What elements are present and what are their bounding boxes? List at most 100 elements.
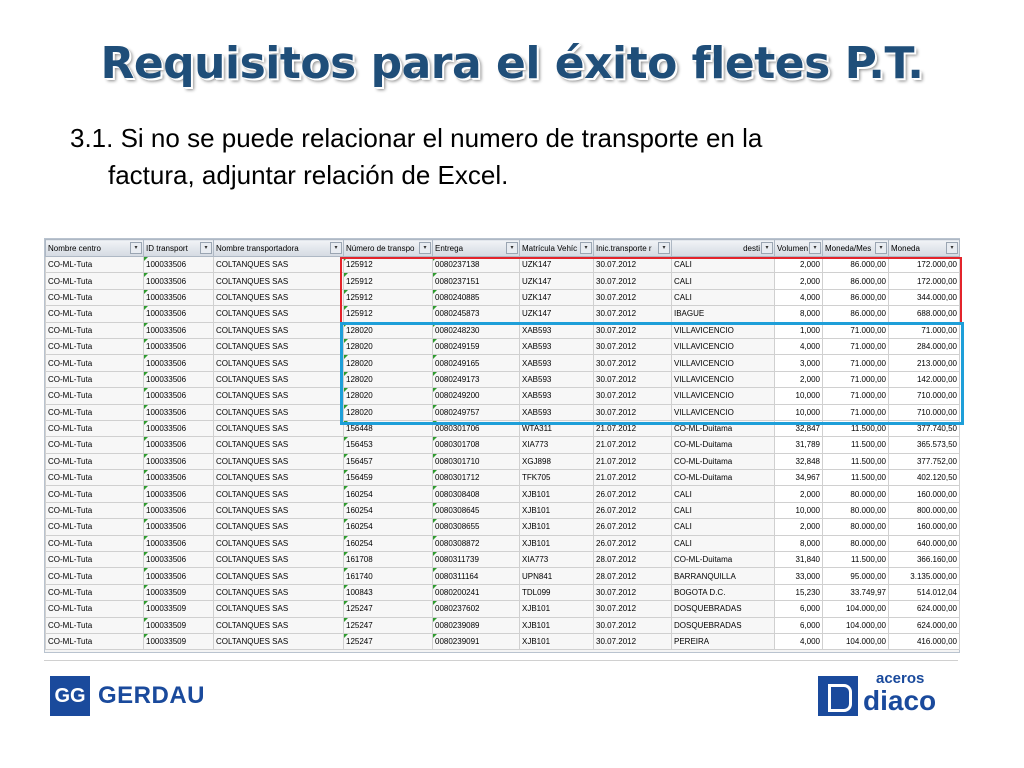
table-row[interactable]: CO-ML-Tuta 100033506 COLTANQUES SAS 128020 0… (45, 387, 960, 405)
table-cell[interactable]: COLTANQUES SAS (213, 436, 344, 454)
table-cell[interactable]: COLTANQUES SAS (213, 305, 344, 323)
table-cell[interactable]: 30.07.2012 (593, 305, 672, 323)
table-cell[interactable]: 100033506 (143, 255, 214, 274)
table-row[interactable]: CO-ML-Tuta 100033506 COLTANQUES SAS 160254 0… (45, 485, 960, 503)
table-cell[interactable]: 0080308655 (432, 518, 520, 536)
table-cell[interactable]: XJB101 (519, 485, 594, 503)
table-cell[interactable]: CO-ML-Duitama (671, 551, 775, 569)
table-cell[interactable]: 11.500,00 (822, 436, 889, 454)
table-cell[interactable]: COLTANQUES SAS (213, 632, 344, 651)
filter-dropdown-icon[interactable]: ▾ (946, 242, 958, 254)
table-cell[interactable]: CO-ML-Tuta (45, 518, 144, 536)
table-cell[interactable]: CO-ML-Tuta (45, 436, 144, 454)
table-cell[interactable]: COLTANQUES SAS (213, 452, 344, 471)
table-cell[interactable]: 71.000,00 (822, 354, 889, 372)
table-cell[interactable]: 4,000 (774, 288, 823, 307)
table-cell[interactable]: COLTANQUES SAS (213, 551, 344, 569)
table-cell[interactable]: 104.000,00 (822, 616, 889, 634)
table-cell[interactable]: 100033506 (143, 354, 214, 372)
table-cell[interactable]: 30.07.2012 (593, 337, 672, 356)
table-cell[interactable]: CO-ML-Duitama (671, 452, 775, 471)
table-cell[interactable]: VILLAVICENCIO (671, 403, 775, 421)
table-cell[interactable]: COLTANQUES SAS (213, 616, 344, 634)
table-cell[interactable]: 2,000 (774, 255, 823, 274)
table-cell[interactable]: 213.000,00 (888, 354, 960, 372)
table-cell[interactable]: 128020 (343, 321, 433, 339)
table-cell[interactable]: 100033509 (143, 600, 214, 618)
table-cell[interactable]: 0080301712 (432, 469, 520, 487)
column-header[interactable]: Moneda ▾ (888, 239, 960, 257)
table-cell[interactable]: 31,789 (774, 436, 823, 454)
table-cell[interactable]: 3.135.000,00 (888, 567, 960, 585)
table-cell[interactable]: 6,000 (774, 616, 823, 634)
filter-dropdown-icon[interactable]: ▾ (658, 242, 670, 254)
table-cell[interactable]: 11.500,00 (822, 419, 889, 438)
table-cell[interactable]: 0080237602 (432, 600, 520, 618)
table-cell[interactable]: CALI (671, 288, 775, 307)
filter-dropdown-icon[interactable]: ▾ (761, 242, 773, 254)
table-cell[interactable]: CO-ML-Tuta (45, 616, 144, 634)
table-cell[interactable]: 624.000,00 (888, 600, 960, 618)
table-cell[interactable]: DOSQUEBRADAS (671, 600, 775, 618)
table-cell[interactable]: XAB593 (519, 370, 594, 389)
filter-dropdown-icon[interactable]: ▾ (580, 242, 592, 254)
column-header[interactable]: Inic.transporte r ▾ (593, 239, 672, 257)
table-cell[interactable]: CO-ML-Duitama (671, 419, 775, 438)
table-cell[interactable]: 624.000,00 (888, 616, 960, 634)
table-cell[interactable]: 30.07.2012 (593, 600, 672, 618)
table-cell[interactable]: 11.500,00 (822, 452, 889, 471)
table-cell[interactable]: COLTANQUES SAS (213, 354, 344, 372)
table-cell[interactable]: CO-ML-Tuta (45, 288, 144, 307)
table-cell[interactable]: UZK147 (519, 272, 594, 290)
table-cell[interactable]: 80.000,00 (822, 534, 889, 553)
column-header[interactable]: Entrega ▾ (432, 239, 520, 257)
table-cell[interactable]: XAB593 (519, 387, 594, 405)
table-cell[interactable]: 0080301706 (432, 419, 520, 438)
table-cell[interactable]: 71.000,00 (822, 370, 889, 389)
table-row[interactable]: CO-ML-Tuta 100033506 COLTANQUES SAS 125912 0… (45, 255, 960, 274)
table-cell[interactable]: VILLAVICENCIO (671, 354, 775, 372)
table-cell[interactable]: 0080239091 (432, 632, 520, 651)
table-cell[interactable]: CO-ML-Tuta (45, 534, 144, 553)
table-row[interactable]: CO-ML-Tuta 100033506 COLTANQUES SAS 125912 0… (45, 272, 960, 290)
table-row[interactable]: CO-ML-Tuta 100033506 COLTANQUES SAS 128020 0… (45, 337, 960, 356)
table-cell[interactable]: 2,000 (774, 518, 823, 536)
table-cell[interactable]: COLTANQUES SAS (213, 403, 344, 421)
table-cell[interactable]: CO-ML-Tuta (45, 321, 144, 339)
table-cell[interactable]: 0080249757 (432, 403, 520, 421)
table-cell[interactable]: 80.000,00 (822, 501, 889, 520)
table-cell[interactable]: 156453 (343, 436, 433, 454)
table-cell[interactable]: IBAGUE (671, 305, 775, 323)
table-cell[interactable]: COLTANQUES SAS (213, 321, 344, 339)
table-cell[interactable]: 0080308408 (432, 485, 520, 503)
table-cell[interactable]: 71.000,00 (822, 403, 889, 421)
table-cell[interactable]: 0080311739 (432, 551, 520, 569)
table-cell[interactable]: 344.000,00 (888, 288, 960, 307)
table-cell[interactable]: COLTANQUES SAS (213, 370, 344, 389)
table-cell[interactable]: 71.000,00 (822, 337, 889, 356)
table-cell[interactable]: 160.000,00 (888, 485, 960, 503)
table-cell[interactable]: COLTANQUES SAS (213, 501, 344, 520)
table-cell[interactable]: CO-ML-Tuta (45, 403, 144, 421)
table-row[interactable]: CO-ML-Tuta 100033506 COLTANQUES SAS 161740 0… (45, 567, 960, 585)
table-cell[interactable]: 710.000,00 (888, 403, 960, 421)
table-cell[interactable]: CO-ML-Tuta (45, 632, 144, 651)
table-cell[interactable]: COLTANQUES SAS (213, 337, 344, 356)
table-cell[interactable]: 128020 (343, 354, 433, 372)
table-cell[interactable]: TDL099 (519, 583, 594, 602)
table-row[interactable]: CO-ML-Tuta 100033509 COLTANQUES SAS 125247 0… (45, 616, 960, 634)
table-cell[interactable]: 128020 (343, 337, 433, 356)
table-cell[interactable]: 100033506 (143, 387, 214, 405)
table-cell[interactable]: 30.07.2012 (593, 583, 672, 602)
table-cell[interactable]: 6,000 (774, 600, 823, 618)
table-row[interactable]: CO-ML-Tuta 100033509 COLTANQUES SAS 125247 0… (45, 632, 960, 651)
table-cell[interactable]: 86.000,00 (822, 255, 889, 274)
table-cell[interactable]: COLTANQUES SAS (213, 272, 344, 290)
table-cell[interactable]: CO-ML-Tuta (45, 452, 144, 471)
table-cell[interactable]: CALI (671, 272, 775, 290)
table-cell[interactable]: 31,840 (774, 551, 823, 569)
table-cell[interactable]: VILLAVICENCIO (671, 387, 775, 405)
table-cell[interactable]: COLTANQUES SAS (213, 419, 344, 438)
table-cell[interactable]: CO-ML-Tuta (45, 337, 144, 356)
table-cell[interactable]: 100033506 (143, 567, 214, 585)
